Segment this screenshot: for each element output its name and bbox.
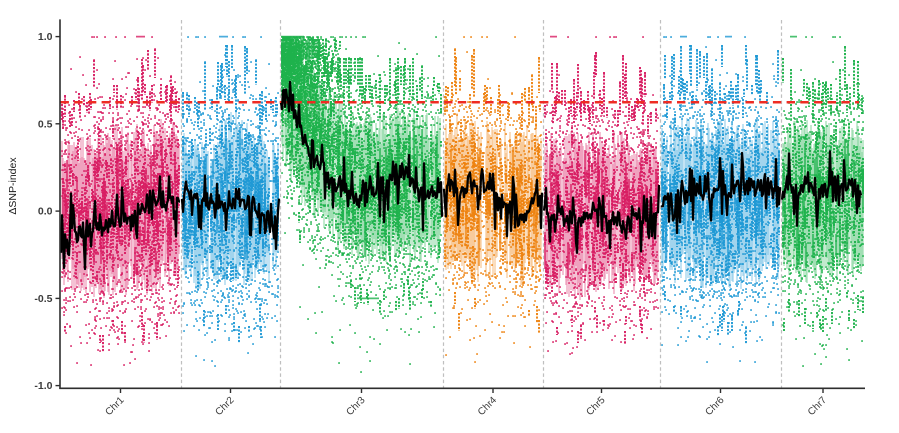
svg-text:-0.5: -0.5 (34, 293, 52, 305)
svg-text:1.0: 1.0 (38, 31, 53, 43)
svg-text:0.0: 0.0 (38, 206, 53, 218)
svg-text:ΔSNP-index: ΔSNP-index (7, 157, 19, 215)
svg-text:0.5: 0.5 (38, 118, 53, 130)
svg-text:-1.0: -1.0 (34, 380, 52, 392)
